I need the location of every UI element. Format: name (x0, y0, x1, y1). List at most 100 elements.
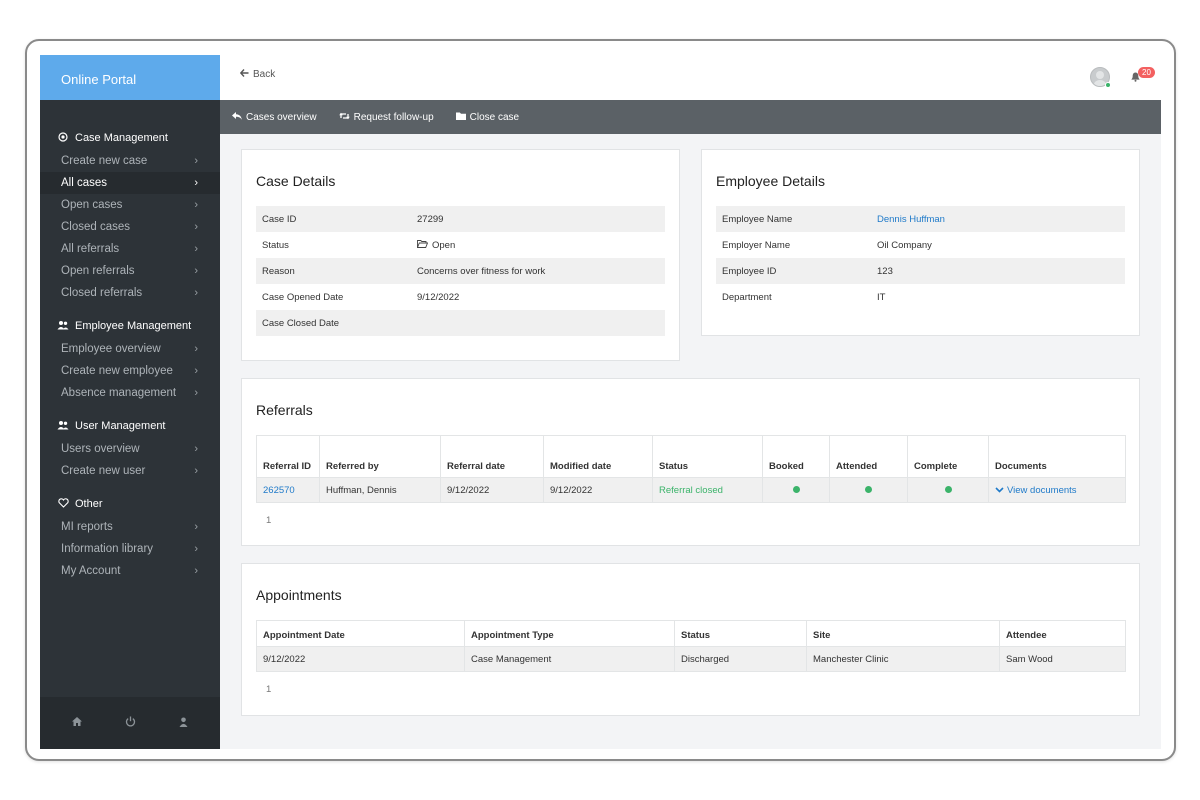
detail-row-department: Department IT (716, 284, 1125, 310)
section-title: Employee Management (75, 320, 192, 332)
pagination-page[interactable]: 1 (266, 515, 272, 526)
retweet-icon (338, 112, 350, 123)
appointment-type-cell: Case Management (464, 646, 675, 672)
referral-id-cell: 262570 (256, 477, 320, 503)
appointment-date-cell: 9/12/2022 (256, 646, 465, 672)
sidebar-item-closed-referrals[interactable]: Closed referrals › (40, 282, 220, 304)
booked-indicator (792, 485, 800, 493)
home-icon[interactable] (71, 717, 82, 729)
detail-row-case-id: Case ID 27299 (256, 206, 665, 232)
detail-value: 9/12/2022 (417, 291, 460, 303)
view-documents-link[interactable]: View documents (995, 485, 1077, 496)
column-header[interactable]: Status (674, 620, 807, 647)
chevron-right-icon: › (194, 543, 198, 555)
chevron-right-icon: › (194, 243, 198, 255)
chevron-right-icon: › (194, 343, 198, 355)
sidebar-item-create-new-user[interactable]: Create new user › (40, 460, 220, 482)
detail-label: Department (722, 291, 772, 303)
column-header[interactable]: Appointment Type (464, 620, 675, 647)
column-header[interactable]: Status (652, 435, 763, 478)
sidebar-item-all-referrals[interactable]: All referrals › (40, 238, 220, 260)
attended-indicator (865, 485, 872, 493)
modified-date-cell: 9/12/2022 (543, 477, 653, 503)
chevron-right-icon: › (194, 155, 198, 167)
sidebar-item-open-cases[interactable]: Open cases › (40, 194, 220, 216)
sidebar-item-employee-overview[interactable]: Employee overview › (40, 338, 220, 360)
column-header[interactable]: Documents (988, 435, 1126, 478)
cases-overview-label: Cases overview (246, 111, 317, 123)
detail-row-employer-name: Employer Name Oil Company (716, 232, 1125, 258)
sidebar-footer (40, 697, 220, 749)
appointment-site-cell: Manchester Clinic (806, 646, 1000, 672)
sidebar-item-create-new-employee[interactable]: Create new employee › (40, 360, 220, 382)
users-icon (57, 320, 69, 333)
column-header[interactable]: Modified date (543, 435, 653, 478)
folder-open-icon (416, 239, 429, 251)
referred-by-cell: Huffman, Dennis (319, 477, 441, 503)
column-header[interactable]: Referral date (440, 435, 544, 478)
column-header[interactable]: Site (806, 620, 1000, 647)
column-header[interactable]: Referral ID (256, 435, 320, 478)
sidebar-item-mi-reports[interactable]: MI reports › (40, 516, 220, 538)
app-window: Online Portal Case Management Create new… (40, 55, 1161, 749)
chevron-right-icon: › (194, 221, 198, 233)
user-icon[interactable] (179, 717, 188, 730)
chevron-right-icon: › (194, 199, 198, 211)
sidebar-item-users-overview[interactable]: Users overview › (40, 438, 220, 460)
sidebar-item-label: Employee overview (61, 343, 161, 355)
topbar: Back 20 (220, 55, 1161, 100)
chevron-right-icon: › (194, 365, 198, 377)
power-icon[interactable] (125, 716, 136, 730)
column-header[interactable]: Booked (762, 435, 830, 478)
appointment-status-cell: Discharged (674, 646, 807, 672)
back-link[interactable]: Back (239, 69, 276, 80)
chevron-right-icon: › (194, 443, 198, 455)
section-employee-management: Employee Management (40, 318, 220, 334)
detail-row-closed-date: Case Closed Date (256, 310, 665, 336)
employee-name-link[interactable]: Dennis Huffman (877, 213, 945, 225)
sidebar-item-label: Absence management (61, 387, 177, 399)
column-header[interactable]: Attended (829, 435, 908, 478)
sidebar-item-my-account[interactable]: My Account › (40, 560, 220, 582)
column-header[interactable]: Complete (907, 435, 989, 478)
referrals-card: Referrals Referral ID Referred by Referr… (241, 378, 1140, 546)
status-text: Referral closed (659, 484, 723, 496)
sidebar-item-closed-cases[interactable]: Closed cases › (40, 216, 220, 238)
sidebar-item-label: Users overview (61, 443, 140, 455)
case-details-title: Case Details (256, 173, 336, 189)
online-status-dot (1105, 82, 1111, 88)
sidebar-item-create-new-case[interactable]: Create new case › (40, 150, 220, 172)
referral-date-cell: 9/12/2022 (440, 477, 544, 503)
arrow-left-icon (239, 69, 249, 80)
referral-id-link[interactable]: 262570 (263, 484, 295, 496)
sidebar-item-open-referrals[interactable]: Open referrals › (40, 260, 220, 282)
bell-icon[interactable] (1131, 72, 1140, 85)
sidebar-item-label: Information library (61, 543, 154, 555)
brand-title[interactable]: Online Portal (40, 55, 220, 100)
sidebar-item-label: Open referrals (61, 265, 135, 277)
column-header[interactable]: Attendee (999, 620, 1126, 647)
detail-label: Employee ID (722, 265, 777, 277)
sidebar-item-information-library[interactable]: Information library › (40, 538, 220, 560)
case-details-card: Case Details Case ID 27299 Status Open R… (241, 149, 680, 361)
column-header[interactable]: Appointment Date (256, 620, 465, 647)
sidebar-item-absence-management[interactable]: Absence management › (40, 382, 220, 404)
view-documents-label: View documents (1007, 484, 1077, 496)
request-follow-up-button[interactable]: Request follow-up (338, 112, 434, 123)
booked-cell (762, 477, 830, 503)
sidebar-item-all-cases[interactable]: All cases › (40, 172, 220, 194)
status-value: Open (432, 239, 456, 251)
heart-icon (57, 497, 69, 511)
appointments-table: Appointment Date Appointment Type Status… (256, 620, 1126, 672)
spacer (40, 304, 220, 318)
reply-icon (232, 111, 242, 123)
chevron-right-icon: › (194, 177, 198, 189)
pagination-page[interactable]: 1 (266, 684, 272, 695)
detail-label: Employer Name (722, 239, 791, 251)
chevron-right-icon: › (194, 465, 198, 477)
column-header[interactable]: Referred by (319, 435, 441, 478)
appointments-title: Appointments (256, 587, 342, 603)
back-label: Back (253, 69, 276, 80)
close-case-button[interactable]: Close case (455, 112, 519, 123)
cases-overview-button[interactable]: Cases overview (232, 111, 317, 123)
